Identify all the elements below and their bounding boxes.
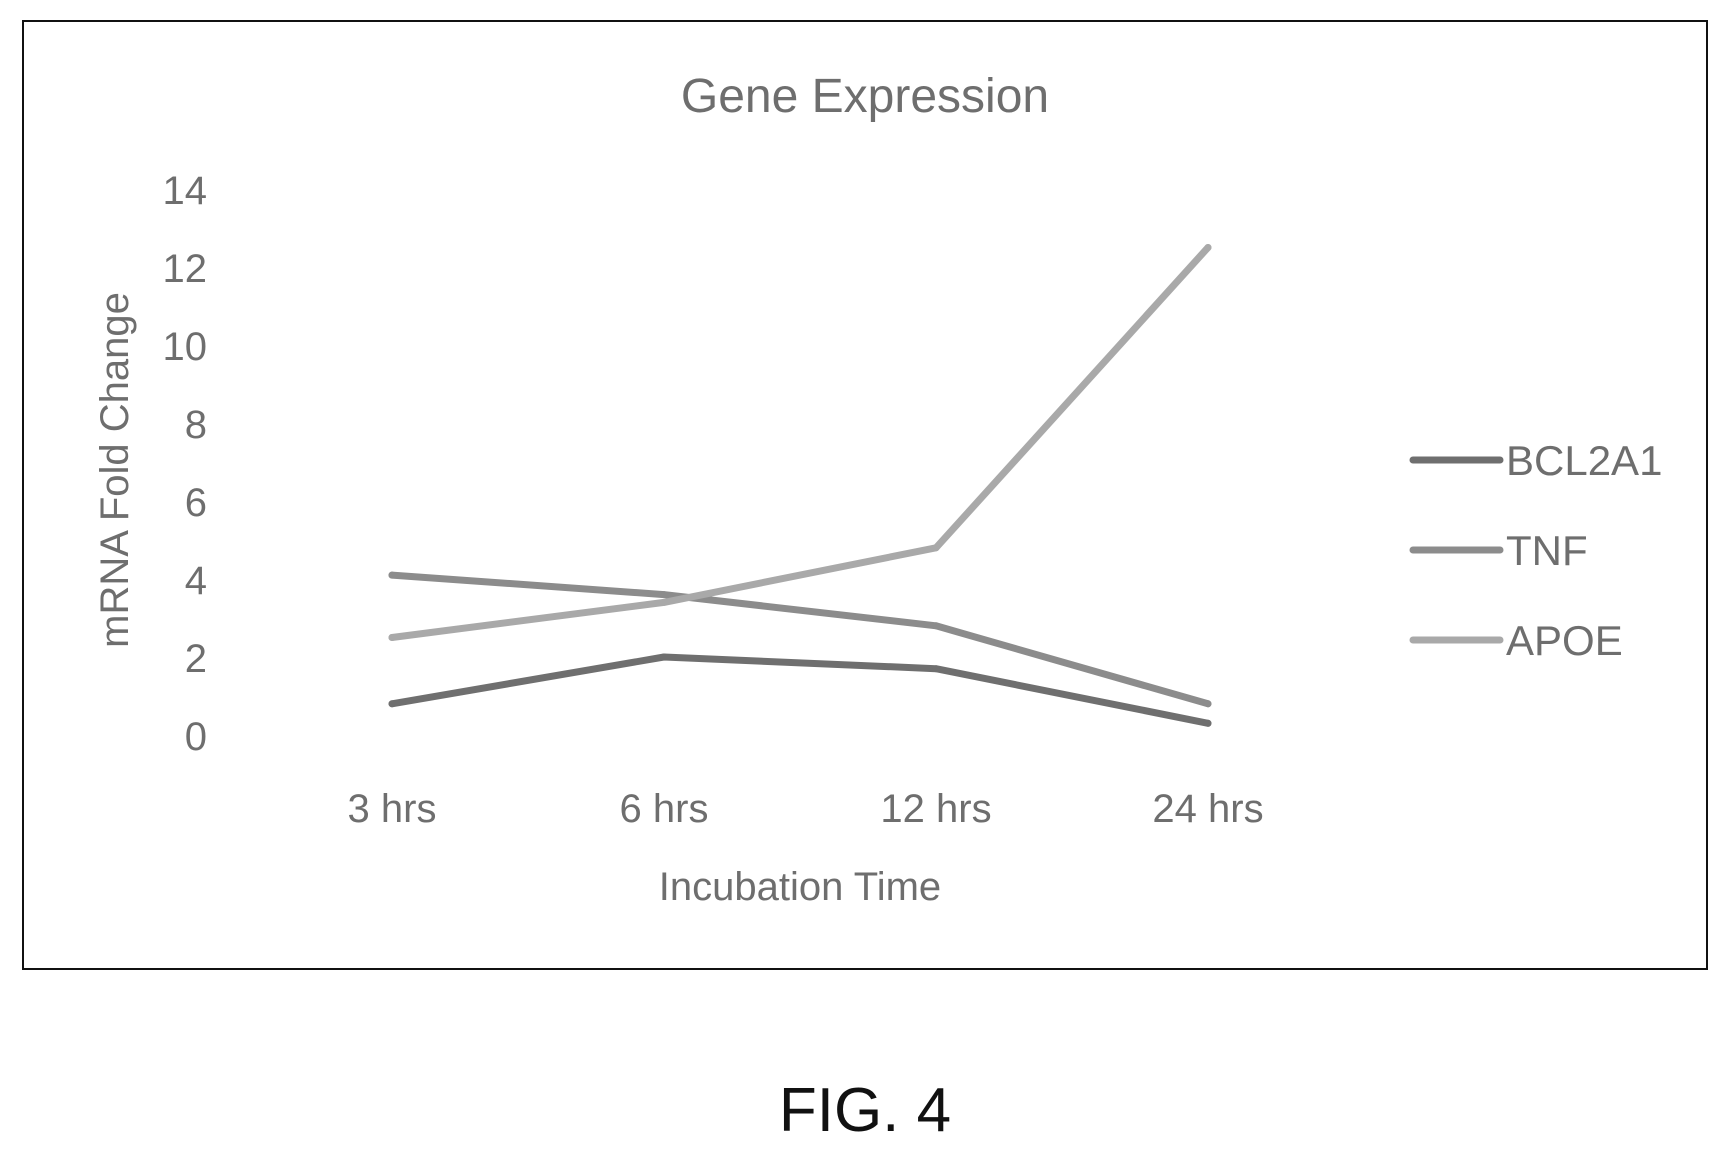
x-tick-label: 24 hrs bbox=[1152, 787, 1263, 831]
y-tick-label: 2 bbox=[185, 637, 207, 681]
data-point-apoe bbox=[660, 598, 668, 606]
series-line-tnf bbox=[388, 571, 1212, 708]
data-point-tnf bbox=[388, 571, 396, 579]
legend: BCL2A1 TNF APOE bbox=[1409, 437, 1662, 664]
y-tick-label: 6 bbox=[185, 481, 207, 525]
data-point-tnf bbox=[932, 622, 940, 630]
y-tick-label: 12 bbox=[163, 247, 208, 291]
x-tick-label: 3 hrs bbox=[348, 787, 437, 831]
legend-label-bcl2a1: BCL2A1 bbox=[1506, 437, 1662, 484]
y-tick-label: 8 bbox=[185, 403, 207, 447]
y-tick-label: 14 bbox=[163, 169, 208, 213]
data-point-apoe bbox=[932, 544, 940, 552]
series-line-bcl2a1 bbox=[388, 653, 1212, 727]
figure-caption: FIG. 4 bbox=[778, 1076, 952, 1145]
data-point-apoe bbox=[388, 634, 396, 641]
y-tick-label: 10 bbox=[163, 325, 208, 369]
data-point-tnf bbox=[660, 591, 668, 599]
y-axis-label: mRNA Fold Change bbox=[93, 292, 137, 648]
y-tick-label: 0 bbox=[185, 715, 207, 759]
data-point-bcl2a1 bbox=[1204, 719, 1212, 727]
data-point-bcl2a1 bbox=[660, 653, 668, 661]
series-line-apoe bbox=[388, 244, 1212, 641]
data-point-bcl2a1 bbox=[388, 700, 396, 708]
series-lines bbox=[388, 244, 1212, 727]
legend-label-tnf: TNF bbox=[1506, 527, 1588, 574]
legend-label-apoe: APOE bbox=[1506, 617, 1623, 664]
y-tick-label: 4 bbox=[185, 559, 207, 603]
x-tick-label: 6 hrs bbox=[620, 787, 709, 831]
x-axis-label: Incubation Time bbox=[659, 865, 941, 909]
x-tick-labels: 3 hrs 6 hrs 12 hrs 24 hrs bbox=[348, 787, 1264, 831]
data-point-apoe bbox=[1204, 244, 1212, 251]
x-tick-label: 12 hrs bbox=[880, 787, 991, 831]
data-point-tnf bbox=[1204, 700, 1212, 708]
chart-frame bbox=[22, 20, 1708, 970]
chart-title: Gene Expression bbox=[681, 70, 1049, 123]
y-tick-labels: 0 2 4 6 8 10 12 14 bbox=[163, 169, 208, 759]
data-point-bcl2a1 bbox=[932, 665, 940, 673]
